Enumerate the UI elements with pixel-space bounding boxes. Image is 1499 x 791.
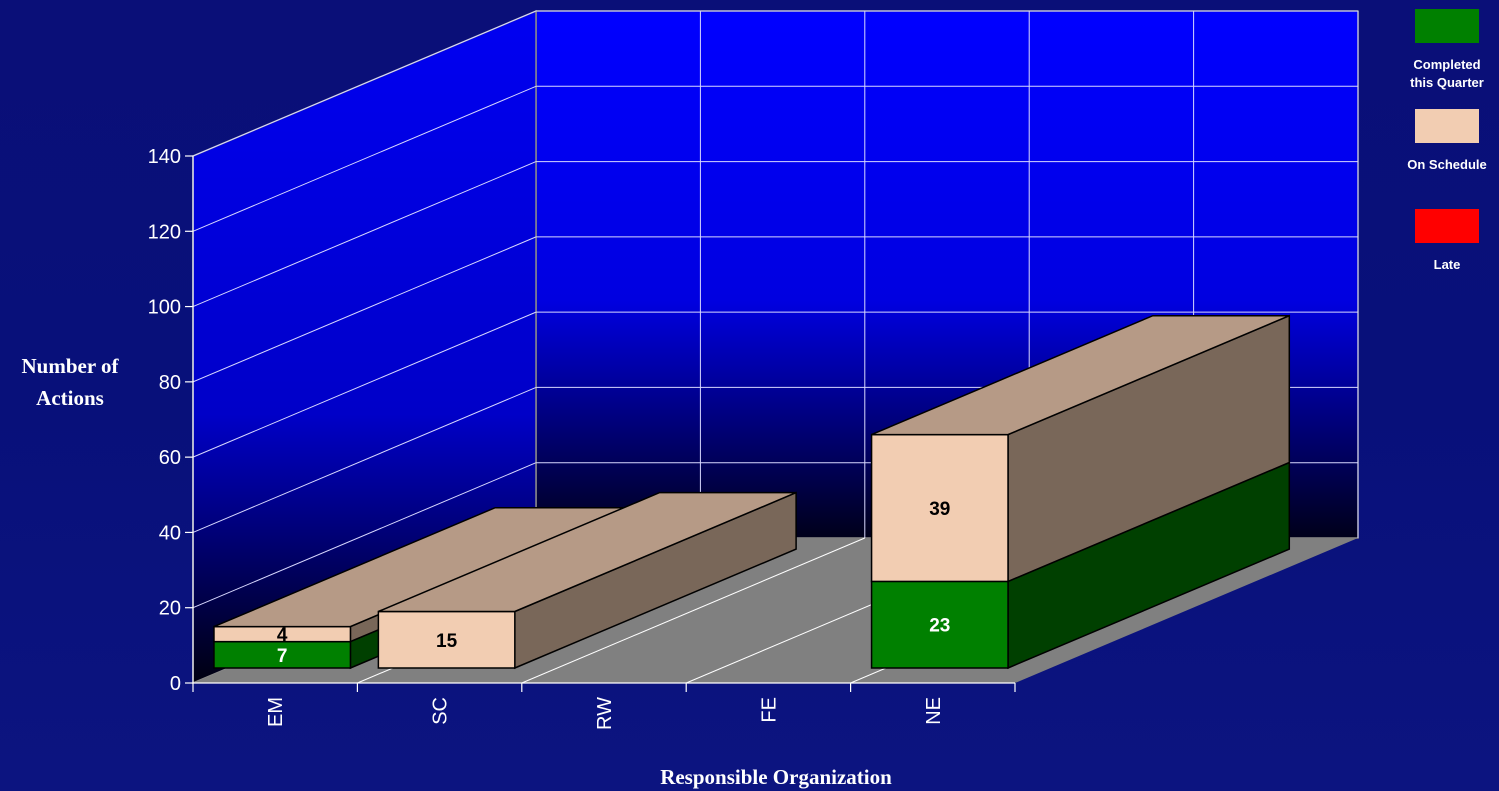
x-tick-label: EM xyxy=(265,697,287,727)
legend-swatch xyxy=(1415,209,1479,243)
bar-segment xyxy=(377,610,516,669)
y-tick-label: 80 xyxy=(159,372,181,394)
data-label: 15 xyxy=(436,631,458,652)
legend-swatch xyxy=(1415,9,1479,43)
y-tick-label: 120 xyxy=(148,221,181,243)
gridline-side xyxy=(192,161,537,308)
legend-label: Completed xyxy=(1413,57,1480,72)
legend-item: On Schedule xyxy=(1407,109,1487,172)
gridline-side xyxy=(192,462,537,609)
gridline-side xyxy=(192,10,537,157)
floor-divider xyxy=(521,537,865,684)
y-axis-title-line-1: Number of xyxy=(21,354,119,378)
legend-item: Late xyxy=(1415,209,1479,272)
x-tick-label: RW xyxy=(594,697,616,730)
y-tick-label: 40 xyxy=(159,522,181,544)
x-tick-label: FE xyxy=(758,697,780,723)
bar-ne: 23 39 xyxy=(870,314,1291,670)
legend-label: this Quarter xyxy=(1410,75,1484,90)
y-axis-title-line-2: Actions xyxy=(36,386,104,410)
x-axis-title: Responsible Organization xyxy=(660,765,892,789)
gridline-side xyxy=(192,311,537,458)
x-tick-label: NE xyxy=(923,697,945,725)
bar-segment xyxy=(870,433,1009,583)
y-tick-label: 100 xyxy=(148,297,181,319)
legend-swatch xyxy=(1415,109,1479,143)
bar-sc: 15 xyxy=(377,491,797,670)
legend: Completed this Quarter On Schedule Late xyxy=(1407,9,1487,272)
legend-label: Late xyxy=(1434,257,1461,272)
y-tick-label: 0 xyxy=(170,673,181,695)
gridline-side xyxy=(192,236,537,383)
x-axis: EM SC RW FE NE xyxy=(192,682,1016,730)
bar-top-face xyxy=(871,314,1290,436)
bars: 74 15 23 39 xyxy=(213,314,1291,670)
y-axis: 0 20 40 60 80 100 120 140 xyxy=(148,146,194,695)
x-tick-label: SC xyxy=(430,697,452,725)
data-label: 39 xyxy=(929,499,950,520)
gridline-side xyxy=(192,386,537,533)
data-label: 7 xyxy=(277,646,288,667)
legend-item: Completed this Quarter xyxy=(1410,9,1484,90)
data-label: 4 xyxy=(277,625,288,646)
bar-segment xyxy=(870,580,1009,669)
bar-top-face xyxy=(378,491,797,613)
y-tick-label: 60 xyxy=(159,447,181,469)
bar-segment xyxy=(213,640,352,669)
data-label: 23 xyxy=(929,616,950,637)
legend-label: On Schedule xyxy=(1407,157,1486,172)
y-tick-label: 20 xyxy=(159,598,181,620)
y-tick-label: 140 xyxy=(148,146,181,168)
gridline-side xyxy=(192,85,537,232)
